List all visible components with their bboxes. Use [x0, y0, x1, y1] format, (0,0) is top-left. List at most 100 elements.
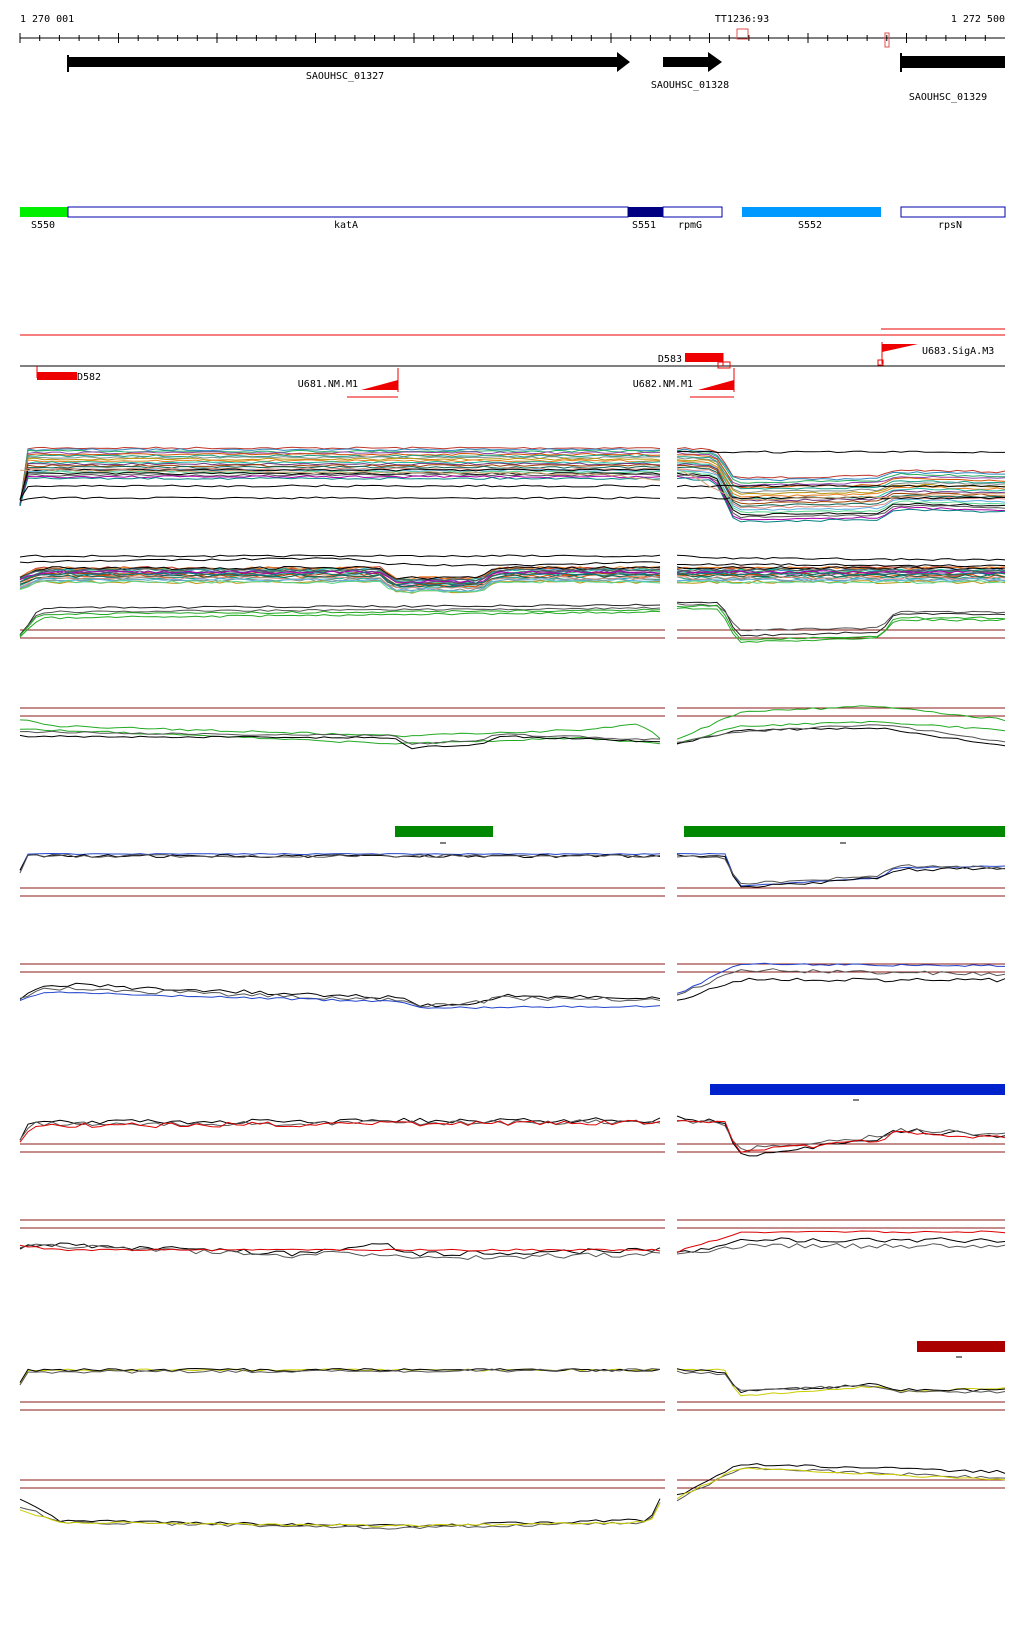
- expression-trace: [19, 570, 661, 584]
- gene-saouhsc-01328[interactable]: SAOUHSC_01328: [651, 52, 729, 91]
- expression-trace: [676, 457, 1006, 494]
- expression-trace: [19, 484, 661, 500]
- expression-trace: [676, 572, 1006, 577]
- expression-highlights: [395, 826, 1005, 1358]
- expression-trace: [676, 577, 1005, 582]
- gene-saouhsc-01329[interactable]: SAOUHSC_01329: [900, 53, 1005, 103]
- expression-trace: [19, 456, 661, 506]
- expression-trace: [19, 728, 661, 745]
- gene-label: SAOUHSC_01327: [306, 71, 384, 82]
- expression-track-2: [19, 554, 1006, 644]
- expression-track-4: [19, 852, 1006, 897]
- expression-trace: [676, 1370, 1006, 1394]
- feature-label: U681.NM.M1: [298, 379, 358, 390]
- gene-arrow[interactable]: [68, 52, 630, 72]
- segment-s551[interactable]: [628, 207, 663, 217]
- highlight-red[interactable]: [917, 1341, 1005, 1352]
- gene-arrow[interactable]: [663, 52, 722, 72]
- gene-saouhsc-01327[interactable]: SAOUHSC_01327: [67, 52, 630, 82]
- expression-trace: [19, 610, 661, 638]
- feature-track: D582 D583 U681.NM.M1 U682.NM.M1 U683.Sig…: [20, 328, 1005, 398]
- expression-trace: [676, 572, 1006, 577]
- expression-trace: [19, 473, 661, 505]
- expression-trace: [19, 465, 661, 506]
- expression-trace: [676, 451, 1006, 487]
- expression-trace: [19, 570, 661, 584]
- expression-trace: [676, 962, 1005, 994]
- feature-d582[interactable]: D582: [36, 366, 101, 383]
- feature-label: D582: [77, 372, 101, 383]
- feature-u683-siga-m3[interactable]: U683.SigA.M3: [877, 342, 994, 366]
- segment-label: S552: [798, 220, 822, 231]
- expression-trace: [677, 580, 1006, 585]
- segment-kata[interactable]: [67, 206, 629, 218]
- expression-trace: [676, 720, 1006, 745]
- segment-label: rpmG: [678, 220, 702, 231]
- highlight-green-right[interactable]: [684, 826, 1005, 837]
- expression-trace: [676, 1463, 1006, 1496]
- expression-trace: [19, 1119, 661, 1143]
- segment-rpmg[interactable]: [662, 206, 723, 218]
- segment-s550[interactable]: [20, 207, 68, 217]
- ruler-marker-box[interactable]: [736, 28, 749, 40]
- expression-trace: [676, 705, 1006, 740]
- expression-trace: [19, 603, 661, 635]
- expression-trace: [19, 608, 661, 636]
- expression-trace: [676, 463, 1006, 502]
- ruler-marker-small[interactable]: [884, 32, 890, 48]
- expression-trace: [19, 853, 661, 874]
- segment-label: S551: [632, 220, 656, 231]
- expression-trace: [676, 977, 1006, 1001]
- expression-trace: [19, 734, 661, 750]
- highlight-blue[interactable]: [710, 1084, 1005, 1095]
- expression-trace: [676, 855, 1006, 885]
- expression-trace: [676, 450, 1005, 454]
- expression-trace: [676, 1242, 1006, 1255]
- expression-track-9: [19, 1463, 1006, 1530]
- expression-trace: [19, 606, 661, 637]
- expression-trace: [19, 557, 661, 567]
- expression-trace: [19, 475, 661, 505]
- expression-trace: [19, 568, 661, 582]
- ruler-end-label: 1 272 500: [951, 14, 1005, 25]
- expression-trace: [676, 449, 1006, 484]
- expression-trace: [19, 1367, 661, 1383]
- expression-trace: [676, 577, 1006, 582]
- expression-track-6: [19, 1115, 1006, 1157]
- expression-trace: [19, 852, 661, 871]
- expression-trace: [676, 466, 1006, 507]
- segment-label: katA: [334, 220, 358, 231]
- expression-trace: [19, 986, 661, 1008]
- segment-track: S550 katA S551 rpmG S552 rpsN: [20, 206, 1006, 231]
- expression-track-8: [19, 1367, 1006, 1411]
- expression-trace: [676, 603, 1006, 632]
- segment-s552[interactable]: [742, 207, 881, 217]
- expression-trace: [676, 1467, 1006, 1500]
- expression-trace: [19, 730, 661, 745]
- expression-trace: [676, 607, 1006, 644]
- gene-track: SAOUHSC_01327 SAOUHSC_01328 SAOUHSC_0132…: [67, 52, 1005, 103]
- highlight-green-left[interactable]: [395, 826, 493, 837]
- ruler-ticks: [19, 33, 986, 43]
- expression-tracks: [19, 446, 1006, 1530]
- feature-label: U683.SigA.M3: [922, 346, 994, 357]
- feature-d583[interactable]: D583: [658, 353, 731, 369]
- expression-trace: [19, 496, 661, 502]
- expression-track-5: [19, 962, 1006, 1010]
- expression-trace: [676, 727, 1006, 747]
- feature-u682-nm-m1[interactable]: U682.NM.M1: [633, 368, 735, 398]
- expression-trace: [19, 576, 661, 590]
- expression-trace: [676, 472, 1006, 516]
- expression-trace: [19, 991, 661, 1010]
- gene-arrow[interactable]: [901, 56, 1005, 68]
- expression-trace: [19, 460, 661, 506]
- expression-trace: [676, 968, 1006, 996]
- segment-rpsn[interactable]: [900, 206, 1006, 218]
- expression-trace: [19, 472, 661, 506]
- feature-u681-nm-m1[interactable]: U681.NM.M1: [298, 368, 399, 398]
- gene-label: SAOUHSC_01329: [909, 92, 987, 103]
- expression-trace: [19, 454, 661, 506]
- expression-trace: [676, 554, 1006, 561]
- expression-trace: [676, 1120, 1006, 1153]
